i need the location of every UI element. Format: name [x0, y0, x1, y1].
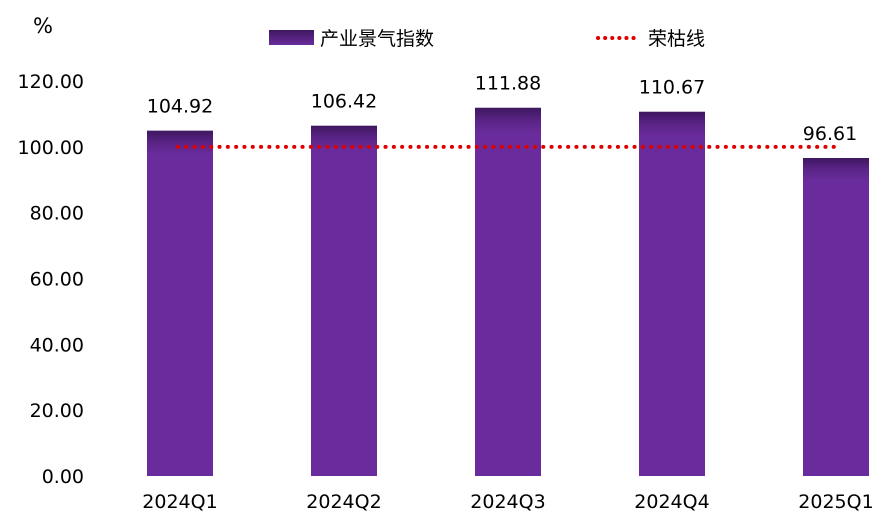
y-unit-label: % [33, 14, 53, 38]
x-tick-label: 2024Q1 [142, 491, 217, 513]
y-axis: 0.00 20.00 40.00 60.00 80.00 100.00 120.00 [18, 71, 84, 488]
x-tick-label: 2024Q3 [470, 491, 545, 513]
data-label: 111.88 [475, 73, 541, 95]
x-tick-label: 2024Q4 [634, 491, 709, 513]
bar [147, 130, 213, 476]
bar [475, 107, 541, 476]
x-axis: 2024Q1 2024Q2 2024Q3 2024Q4 2025Q1 [142, 491, 873, 513]
y-tick-label: 60.00 [30, 269, 84, 291]
bar [803, 157, 869, 477]
y-tick-label: 80.00 [30, 203, 84, 225]
legend-label-bar: 产业景气指数 [320, 28, 434, 50]
data-label: 104.92 [147, 96, 213, 118]
x-tick-label: 2024Q2 [306, 491, 381, 513]
bar [311, 125, 377, 476]
x-tick-label: 2025Q1 [798, 491, 873, 513]
data-label: 106.42 [311, 91, 377, 113]
y-tick-label: 100.00 [18, 137, 84, 159]
y-tick-label: 20.00 [30, 400, 84, 422]
data-labels: 104.92 106.42 111.88 110.67 96.61 [147, 73, 857, 145]
legend: 产业景气指数 荣枯线 [269, 28, 705, 50]
y-tick-label: 0.00 [42, 466, 84, 488]
bar [639, 111, 705, 477]
legend-swatch-bar [269, 30, 314, 45]
legend-label-line: 荣枯线 [648, 28, 705, 50]
y-tick-label: 120.00 [18, 71, 84, 93]
y-tick-label: 40.00 [30, 334, 84, 356]
bar-series [147, 107, 869, 477]
data-label: 110.67 [639, 77, 705, 99]
data-label: 96.61 [803, 123, 857, 145]
